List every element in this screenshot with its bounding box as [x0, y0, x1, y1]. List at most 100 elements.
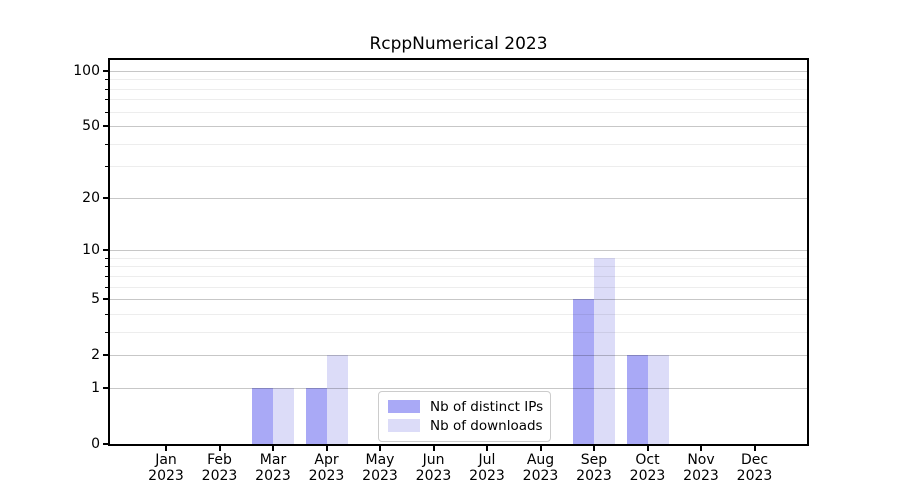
x-tick-mark — [218, 446, 221, 451]
legend-label-downloads: Nb of downloads — [430, 417, 543, 434]
bar-downloads — [326, 355, 348, 444]
plot-area: Nb of distinct IPs Nb of downloads — [108, 58, 809, 446]
minor-gridline — [110, 88, 807, 90]
y-tick-label: 1 — [91, 379, 100, 396]
legend-item-distinct-ips: Nb of distinct IPs — [388, 397, 544, 416]
x-tick-year: 2023 — [736, 467, 773, 484]
y-tick-mark — [103, 249, 108, 252]
y-minor-tick-mark — [105, 143, 108, 145]
x-tick-label: Mar 2023 — [245, 452, 301, 484]
legend-item-downloads: Nb of downloads — [388, 416, 543, 435]
bar-downloads — [594, 257, 615, 444]
x-tick-month: Jul — [478, 452, 496, 468]
major-gridline — [110, 197, 807, 199]
y-tick-label: 100 — [73, 62, 100, 79]
y-minor-tick-mark — [105, 266, 108, 268]
x-tick-month: Jan — [155, 452, 177, 468]
legend-label-distinct-ips: Nb of distinct IPs — [430, 398, 544, 415]
x-tick-label: Dec 2023 — [727, 452, 783, 484]
y-tick-label: 20 — [82, 189, 100, 206]
minor-gridline — [110, 266, 807, 268]
y-tick-label: 10 — [82, 242, 100, 259]
y-minor-tick-mark — [105, 275, 108, 277]
x-tick-mark — [700, 446, 702, 451]
major-gridline — [110, 387, 807, 389]
x-tick-mark — [325, 446, 328, 451]
minor-gridline — [110, 79, 807, 81]
x-tick-mark — [539, 446, 542, 451]
minor-gridline — [110, 313, 807, 315]
x-tick-mark — [593, 446, 595, 451]
major-gridline — [110, 299, 807, 301]
y-tick-mark — [103, 298, 108, 301]
bar-distinct-ips — [573, 299, 594, 444]
bar-distinct-ips — [626, 355, 648, 444]
minor-gridline — [110, 286, 807, 288]
x-tick-label: Feb 2023 — [192, 452, 248, 484]
y-minor-tick-mark — [105, 88, 108, 90]
x-tick-mark — [486, 446, 488, 451]
x-tick-label: Nov 2023 — [673, 452, 729, 484]
y-minor-tick-mark — [105, 111, 108, 113]
x-tick-label: Apr 2023 — [299, 452, 355, 484]
legend-swatch-distinct-ips — [388, 400, 420, 413]
y-tick-label: 0 — [91, 436, 100, 452]
y-minor-tick-mark — [105, 79, 108, 81]
minor-gridline — [110, 257, 807, 259]
x-tick-label: Aug 2023 — [513, 452, 569, 484]
legend-swatch-downloads — [388, 419, 420, 432]
y-minor-tick-mark — [105, 166, 108, 168]
major-gridline — [110, 250, 807, 252]
x-tick-month: Oct — [635, 452, 660, 468]
x-tick-month: Sep — [580, 452, 608, 468]
x-tick-mark — [379, 446, 381, 451]
y-tick-label: 2 — [91, 347, 100, 364]
y-minor-tick-mark — [105, 286, 108, 288]
x-tick-month: Nov — [687, 452, 715, 468]
bar-distinct-ips — [305, 387, 327, 444]
minor-gridline — [110, 143, 807, 145]
y-tick-mark — [103, 196, 108, 199]
bar-downloads — [647, 355, 669, 444]
x-tick-year: 2023 — [629, 467, 666, 484]
x-tick-label: Sep 2023 — [566, 452, 622, 484]
major-gridline — [110, 70, 807, 72]
x-tick-label: May 2023 — [352, 452, 408, 484]
y-tick-mark — [103, 354, 108, 357]
y-minor-tick-mark — [105, 99, 108, 101]
x-tick-month: Mar — [259, 452, 287, 468]
x-tick-label: Jul 2023 — [459, 452, 515, 484]
y-minor-tick-mark — [105, 257, 108, 259]
x-tick-year: 2023 — [201, 467, 238, 484]
x-tick-month: Dec — [740, 452, 769, 468]
legend: Nb of distinct IPs Nb of downloads — [378, 391, 551, 442]
x-tick-mark — [432, 446, 435, 451]
x-tick-mark — [646, 446, 649, 451]
bar-downloads — [273, 387, 294, 444]
x-tick-mark — [753, 446, 756, 451]
major-gridline — [110, 126, 807, 128]
x-tick-year: 2023 — [148, 467, 184, 484]
x-tick-label: Jun 2023 — [406, 452, 462, 484]
x-tick-month: May — [365, 452, 395, 468]
bar-distinct-ips — [252, 387, 273, 444]
x-tick-label: Jan 2023 — [138, 452, 194, 484]
x-tick-label: Oct 2023 — [620, 452, 676, 484]
x-tick-year: 2023 — [255, 467, 291, 484]
y-minor-tick-mark — [105, 331, 108, 333]
x-tick-year: 2023 — [415, 467, 452, 484]
x-tick-month: Jun — [422, 452, 445, 468]
x-tick-year: 2023 — [362, 467, 398, 484]
minor-gridline — [110, 166, 807, 168]
minor-gridline — [110, 111, 807, 113]
minor-gridline — [110, 99, 807, 101]
y-tick-mark — [103, 69, 108, 72]
x-tick-month: Aug — [526, 452, 555, 468]
minor-gridline — [110, 331, 807, 333]
minor-gridline — [110, 275, 807, 277]
x-tick-year: 2023 — [308, 467, 345, 484]
x-tick-year: 2023 — [522, 467, 559, 484]
x-tick-year: 2023 — [576, 467, 612, 484]
x-tick-mark — [272, 446, 274, 451]
y-tick-mark — [103, 386, 108, 389]
